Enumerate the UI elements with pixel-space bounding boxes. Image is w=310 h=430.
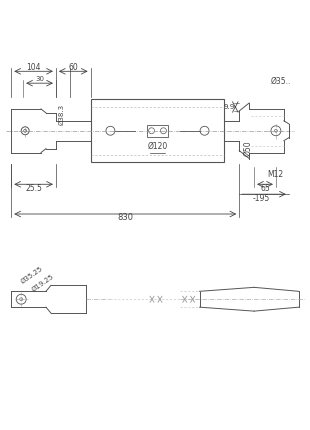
Text: Ø50: Ø50	[243, 141, 252, 157]
Text: M12: M12	[268, 170, 284, 179]
Text: Ø35..: Ø35..	[270, 77, 291, 86]
Text: -195: -195	[253, 194, 270, 203]
Text: 104: 104	[26, 63, 41, 72]
Bar	[147, 125, 168, 137]
Text: 25.5: 25.5	[25, 184, 42, 193]
Text: Ø120: Ø120	[147, 141, 168, 150]
Bar	[91, 99, 224, 163]
Text: 65: 65	[260, 184, 270, 193]
Text: Ø19.25: Ø19.25	[31, 273, 55, 293]
Text: Ø35.25: Ø35.25	[19, 266, 43, 285]
Text: 60: 60	[69, 63, 78, 72]
Text: Ø38.3: Ø38.3	[59, 104, 65, 126]
Text: 9.9: 9.9	[224, 104, 235, 110]
Text: 830: 830	[117, 213, 133, 222]
Text: 30: 30	[35, 76, 44, 82]
